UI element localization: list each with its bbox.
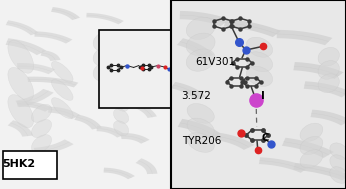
Ellipse shape	[52, 98, 73, 119]
Ellipse shape	[186, 49, 215, 71]
Polygon shape	[304, 81, 346, 97]
Ellipse shape	[8, 40, 34, 73]
Text: 5HK2: 5HK2	[2, 160, 36, 169]
Ellipse shape	[318, 74, 339, 93]
Ellipse shape	[128, 71, 148, 85]
Bar	[171, 0, 346, 189]
Ellipse shape	[93, 62, 115, 81]
Ellipse shape	[246, 52, 273, 72]
Polygon shape	[177, 119, 221, 139]
Ellipse shape	[93, 47, 115, 66]
Polygon shape	[103, 31, 135, 43]
Polygon shape	[15, 89, 54, 107]
Ellipse shape	[300, 150, 323, 168]
Ellipse shape	[113, 97, 129, 111]
Polygon shape	[277, 30, 333, 45]
Polygon shape	[40, 50, 61, 61]
Ellipse shape	[113, 121, 129, 136]
Polygon shape	[17, 101, 52, 112]
Ellipse shape	[31, 104, 52, 122]
Bar	[3, 151, 57, 179]
Ellipse shape	[128, 83, 148, 97]
Polygon shape	[282, 138, 334, 158]
Text: TYR206: TYR206	[182, 136, 222, 146]
Ellipse shape	[330, 167, 346, 183]
Ellipse shape	[187, 104, 214, 123]
Bar	[0, 0, 171, 189]
Polygon shape	[171, 82, 206, 100]
Polygon shape	[136, 158, 157, 174]
Text: 3.572: 3.572	[182, 91, 211, 101]
Polygon shape	[6, 20, 38, 35]
Polygon shape	[259, 157, 308, 173]
Polygon shape	[13, 150, 39, 163]
Polygon shape	[129, 39, 157, 54]
Ellipse shape	[318, 47, 339, 66]
Ellipse shape	[187, 118, 214, 138]
Polygon shape	[35, 31, 72, 43]
Polygon shape	[86, 13, 124, 24]
Text: I: I	[261, 91, 265, 101]
Bar	[99, 30, 171, 108]
Polygon shape	[34, 139, 74, 155]
Polygon shape	[27, 77, 78, 87]
Ellipse shape	[93, 32, 115, 51]
Ellipse shape	[246, 66, 273, 86]
Ellipse shape	[330, 155, 346, 171]
Ellipse shape	[246, 37, 273, 57]
Polygon shape	[180, 11, 229, 26]
Polygon shape	[51, 7, 80, 20]
Polygon shape	[17, 63, 55, 74]
Ellipse shape	[300, 136, 323, 155]
Polygon shape	[97, 126, 125, 138]
Ellipse shape	[318, 60, 339, 79]
Polygon shape	[293, 62, 344, 79]
Ellipse shape	[186, 33, 215, 55]
Ellipse shape	[8, 95, 34, 128]
Polygon shape	[121, 133, 149, 144]
Polygon shape	[103, 168, 135, 179]
Ellipse shape	[187, 133, 214, 152]
Ellipse shape	[330, 143, 346, 160]
Ellipse shape	[31, 135, 52, 153]
Text: C: C	[261, 133, 268, 143]
Text: 61V301: 61V301	[195, 57, 236, 67]
Polygon shape	[177, 38, 214, 58]
Polygon shape	[8, 120, 33, 137]
Polygon shape	[129, 101, 157, 118]
Polygon shape	[135, 73, 157, 91]
Bar	[171, 0, 346, 189]
Ellipse shape	[113, 109, 129, 123]
Ellipse shape	[52, 80, 73, 100]
Ellipse shape	[52, 61, 73, 82]
Polygon shape	[74, 115, 102, 129]
Polygon shape	[224, 19, 281, 37]
Polygon shape	[213, 132, 254, 150]
Ellipse shape	[300, 123, 323, 141]
Ellipse shape	[128, 59, 148, 73]
Polygon shape	[6, 38, 46, 55]
Polygon shape	[293, 163, 346, 180]
Polygon shape	[310, 110, 346, 125]
Ellipse shape	[8, 67, 34, 100]
Ellipse shape	[186, 17, 215, 40]
Ellipse shape	[31, 119, 52, 138]
Polygon shape	[48, 107, 80, 119]
